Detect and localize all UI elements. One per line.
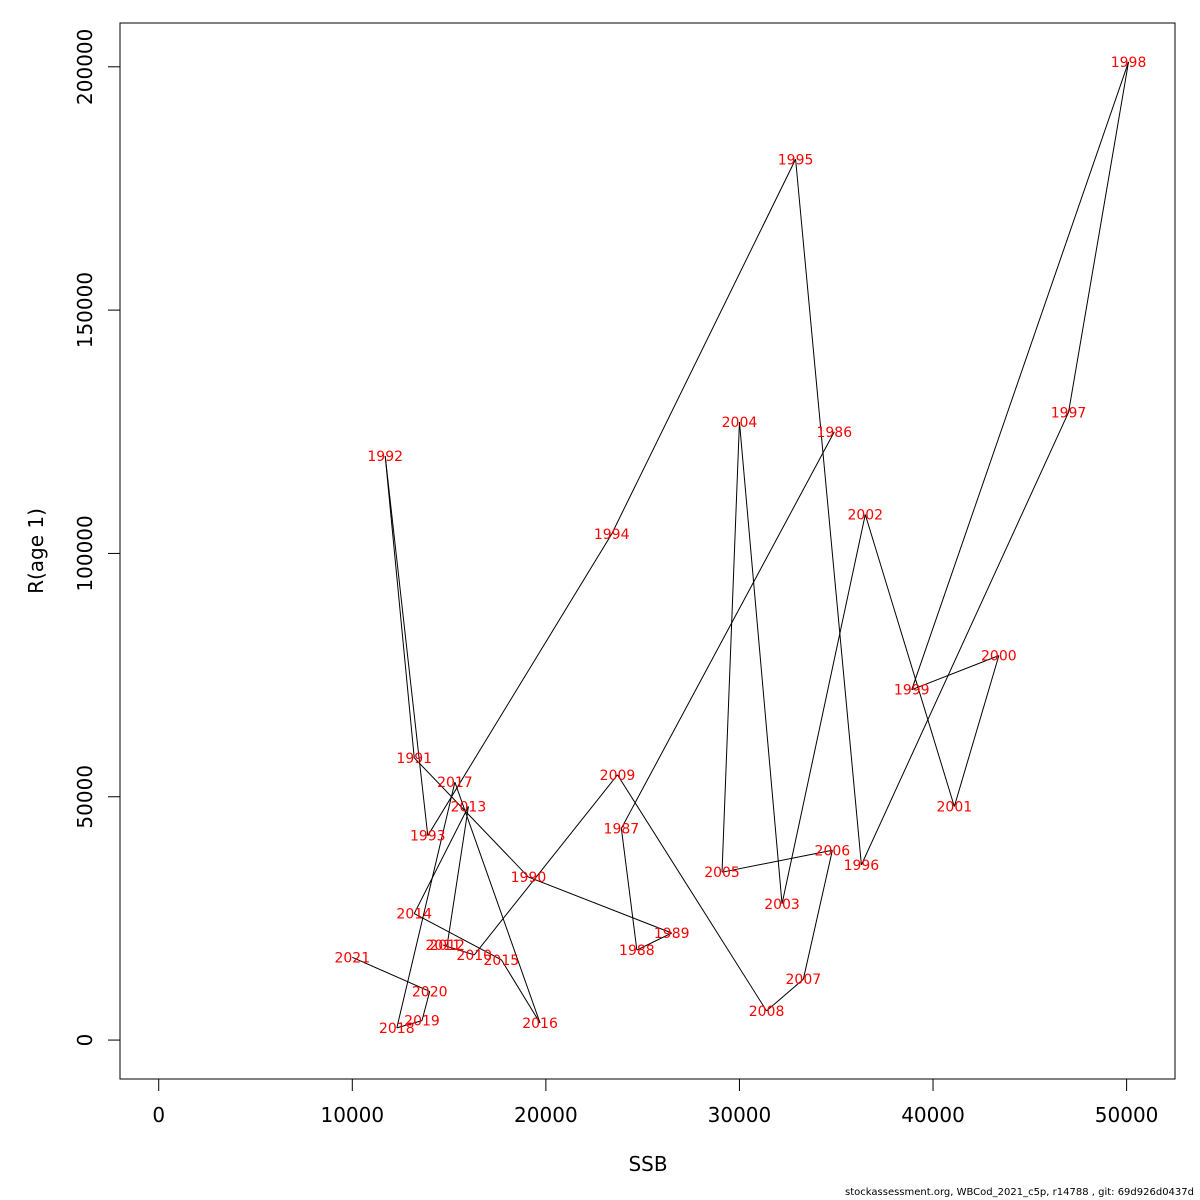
point-label-2021: 2021 — [334, 950, 370, 966]
point-label-2004: 2004 — [722, 415, 758, 431]
y-tick-label: 150000 — [73, 272, 97, 348]
series-segment — [427, 533, 613, 836]
series-segment — [860, 412, 1069, 866]
point-label-1991: 1991 — [396, 751, 432, 767]
y-tick-label: 50000 — [73, 765, 97, 829]
footer-credit: stockassessment.org, WBCod_2021_c5p, r14… — [845, 1187, 1194, 1198]
point-label-2005: 2005 — [704, 865, 740, 881]
point-label-2010: 2010 — [456, 948, 492, 964]
series-segment — [413, 806, 469, 914]
point-label-1987: 1987 — [604, 821, 640, 837]
point-label-2018: 2018 — [379, 1021, 415, 1037]
plot-frame — [119, 22, 1176, 1080]
point-label-2013: 2013 — [451, 799, 487, 815]
series-segment — [766, 978, 804, 1012]
series-segment — [617, 774, 767, 1012]
series-segment — [473, 774, 618, 956]
series-segment — [721, 849, 833, 873]
point-label-1996: 1996 — [844, 858, 880, 874]
series-segment — [443, 944, 475, 956]
point-label-1990: 1990 — [511, 870, 547, 886]
point-label-1993: 1993 — [410, 829, 446, 845]
point-label-1994: 1994 — [594, 527, 630, 543]
x-tick-label: 10000 — [320, 1103, 384, 1127]
point-label-2007: 2007 — [786, 972, 822, 988]
x-tick-label: 50000 — [1095, 1103, 1159, 1127]
series-segment — [1068, 61, 1130, 413]
series-segment — [454, 781, 541, 1024]
series-segment — [413, 757, 529, 878]
series-segment — [911, 61, 1130, 690]
point-label-2000: 2000 — [981, 649, 1017, 665]
y-axis-title: R(age 1) — [24, 508, 48, 594]
point-label-2012: 2012 — [429, 938, 465, 954]
series-segment — [384, 456, 429, 836]
series-segment — [620, 828, 638, 951]
series-segment — [636, 932, 672, 951]
series-path — [352, 61, 1130, 1029]
point-label-1989: 1989 — [654, 926, 690, 942]
series-segment — [352, 956, 430, 992]
y-tick-label: 100000 — [73, 515, 97, 591]
series-segment — [721, 422, 740, 873]
point-label-2019: 2019 — [404, 1014, 440, 1030]
x-tick-label: 30000 — [708, 1103, 772, 1127]
point-label-1998: 1998 — [1111, 55, 1147, 71]
x-axis: 0 10000 20000 30000 40000 50000 — [152, 1078, 1159, 1127]
point-label-2016: 2016 — [522, 1016, 558, 1032]
point-label-2017: 2017 — [437, 775, 473, 791]
point-label-1997: 1997 — [1051, 405, 1087, 421]
point-label-2020: 2020 — [412, 984, 448, 1000]
point-label-2003: 2003 — [764, 897, 800, 913]
series-segment — [738, 421, 783, 904]
x-tick-label: 0 — [152, 1103, 165, 1127]
series-segment — [611, 159, 797, 535]
series-segment — [911, 655, 1000, 691]
series-segment — [421, 991, 431, 1021]
point-label-2011: 2011 — [425, 938, 461, 954]
x-tick-label: 20000 — [514, 1103, 578, 1127]
series-segment — [528, 876, 672, 934]
series-segment — [414, 913, 502, 961]
y-tick-label: 200000 — [73, 29, 97, 105]
series-segment — [864, 514, 955, 807]
series-segment — [446, 806, 469, 946]
series-segment — [953, 655, 1000, 807]
series-segment — [384, 456, 415, 758]
series-segment — [781, 514, 866, 904]
series-segment — [500, 959, 541, 1024]
series-segment — [802, 850, 833, 980]
x-tick-label: 40000 — [901, 1103, 965, 1127]
series-segment — [396, 1020, 423, 1029]
series-segment — [795, 159, 862, 865]
point-label-2002: 2002 — [847, 508, 883, 524]
point-label-1992: 1992 — [367, 449, 403, 465]
y-tick-label: 0 — [73, 1034, 97, 1047]
point-label-2014: 2014 — [396, 907, 432, 923]
point-label-1999: 1999 — [894, 683, 930, 699]
point-label-2006: 2006 — [815, 843, 851, 859]
point-label-1995: 1995 — [778, 152, 814, 168]
point-label-1988: 1988 — [619, 943, 655, 959]
series-segment — [620, 431, 835, 829]
y-axis: 0 50000 100000 150000 200000 — [73, 29, 121, 1047]
series-segment — [396, 782, 456, 1029]
point-label-2015: 2015 — [484, 953, 520, 969]
point-label-2008: 2008 — [749, 1004, 785, 1020]
point-label-2001: 2001 — [937, 799, 973, 815]
point-label-1986: 1986 — [816, 425, 852, 441]
x-axis-title: SSB — [628, 1152, 667, 1176]
point-label-2009: 2009 — [600, 768, 636, 784]
